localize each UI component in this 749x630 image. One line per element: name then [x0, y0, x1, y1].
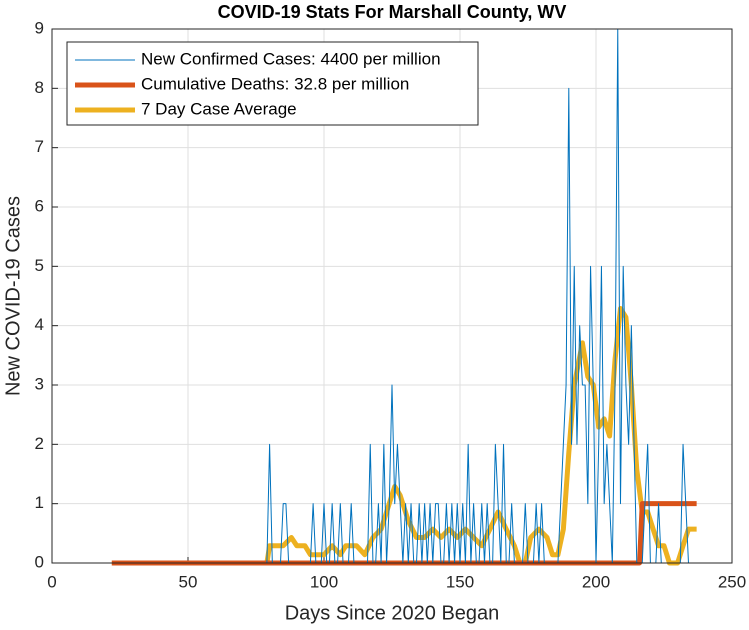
y-tick-label: 7	[35, 137, 44, 156]
y-axis-label: New COVID-19 Cases	[2, 196, 24, 396]
legend: New Confirmed Cases: 4400 per million Cum…	[66, 41, 479, 126]
y-tick-label: 2	[35, 434, 44, 453]
y-tick-label: 1	[35, 493, 44, 512]
legend-label: 7 Day Case Average	[141, 99, 297, 118]
x-axis-label: Days Since 2020 Began	[285, 602, 500, 624]
y-tick-label: 8	[35, 78, 44, 97]
y-tick-label: 4	[35, 315, 44, 334]
y-tick-label: 6	[35, 196, 44, 215]
y-tick-label: 3	[35, 374, 44, 393]
chart-title: COVID-19 Stats For Marshall County, WV	[218, 2, 567, 22]
x-tick-label: 250	[718, 572, 746, 591]
y-tick-label: 5	[35, 256, 44, 275]
y-tick-label: 0	[35, 552, 44, 571]
legend-box	[66, 41, 479, 126]
x-tick-label: 200	[582, 572, 610, 591]
x-tick-label: 100	[310, 572, 338, 591]
legend-label: New Confirmed Cases: 4400 per million	[141, 49, 441, 68]
x-tick-label: 50	[179, 572, 198, 591]
y-tick-label: 9	[35, 18, 44, 37]
x-tick-label: 0	[47, 572, 56, 591]
axes-box	[51, 28, 733, 564]
x-tick-label: 150	[446, 572, 474, 591]
legend-label: Cumulative Deaths: 32.8 per million	[141, 74, 409, 93]
